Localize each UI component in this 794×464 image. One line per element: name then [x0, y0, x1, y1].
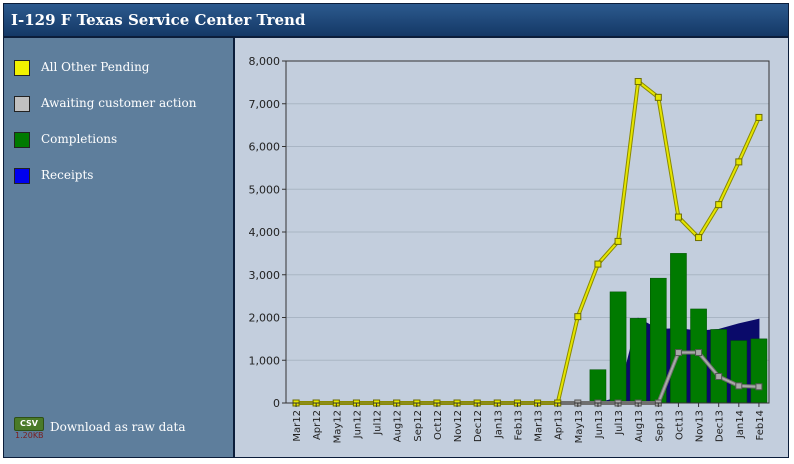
x-tick-label: Jun13 [594, 410, 605, 439]
x-tick-label: Jul12 [373, 410, 384, 436]
x-tick-label: Mar13 [534, 410, 545, 442]
all-other-pending-point [735, 158, 743, 166]
completions-bar [710, 329, 727, 404]
x-tick-label: Jul13 [614, 410, 625, 436]
completions-bar [670, 253, 687, 404]
chart-panel: I-129 F Texas Service Center Trend All O… [3, 3, 789, 458]
y-tick-label: 1,000 [249, 354, 281, 367]
awaiting-customer-action-point [735, 382, 743, 390]
y-tick-label: 2,000 [249, 312, 281, 325]
awaiting-customer-action-point [695, 349, 703, 357]
x-tick-label: Feb14 [755, 410, 766, 440]
chart-area: 0 1,000 2,000 3,000 4,000 5,000 6,000 7,000 8,00… [235, 38, 788, 457]
x-tick-label: Feb13 [513, 410, 524, 440]
csv-icon: CSV [14, 417, 44, 431]
csv-file-size: 1.20KB [15, 431, 44, 440]
legend-label-receipts: Receipts [41, 168, 94, 182]
x-tick-label: Jan13 [493, 410, 504, 439]
x-tick-label: Apr12 [312, 410, 323, 440]
x-tick-label: Dec13 [715, 410, 726, 442]
all-other-pending-point [695, 234, 703, 242]
legend-panel: All Other Pending Awaiting customer acti… [4, 38, 235, 457]
all-other-pending-point [755, 113, 763, 121]
y-tick-label: 5,000 [249, 183, 281, 196]
all-other-pending-point [674, 213, 682, 221]
legend-label-awaiting-customer-action: Awaiting customer action [41, 96, 197, 110]
page-title: I-129 F Texas Service Center Trend [11, 11, 306, 29]
y-tick-label: 8,000 [249, 55, 281, 68]
x-tick-label: May13 [574, 410, 585, 443]
x-tick-label: Aug12 [393, 410, 404, 442]
x-tick-label: May12 [332, 410, 343, 443]
legend-label-all-other-pending: All Other Pending [41, 60, 150, 74]
y-tick-label: 0 [273, 397, 280, 410]
all-other-pending-point [594, 260, 602, 268]
legend-label-completions: Completions [41, 132, 118, 146]
all-other-pending-point [614, 237, 622, 245]
y-tick-label: 7,000 [249, 98, 281, 111]
all-other-pending-point [634, 78, 642, 86]
y-tick-label: 4,000 [249, 226, 281, 239]
x-tick-label: Dec12 [473, 410, 484, 442]
completions-bar [589, 369, 607, 404]
awaiting-customer-action-point [674, 349, 682, 357]
x-tick-label: Aug13 [634, 410, 645, 442]
all-other-pending-point [574, 313, 582, 321]
x-tick-label: Nov13 [695, 410, 706, 442]
all-other-pending-point [715, 201, 723, 209]
x-tick-label: Mar12 [292, 410, 303, 442]
plot-border [285, 60, 770, 404]
x-tick-label: Sep12 [413, 410, 424, 442]
awaiting-customer-action-point [755, 383, 763, 391]
x-tick-label: Oct12 [433, 410, 444, 440]
x-tick-label: Oct13 [674, 410, 685, 440]
legend-swatch-completions [14, 132, 30, 148]
legend-swatch-awaiting-customer-action [14, 96, 30, 112]
x-tick-label: Sep13 [654, 410, 665, 442]
title-bar: I-129 F Texas Service Center Trend [4, 4, 788, 38]
completions-bar [629, 318, 647, 404]
x-tick-label: Nov12 [453, 410, 464, 442]
download-raw-data-link[interactable]: CSV 1.20KB Download as raw data [14, 417, 214, 443]
y-tick-label: 6,000 [249, 141, 281, 154]
legend-swatch-receipts [14, 168, 30, 184]
completions-bar [750, 338, 768, 404]
completions-bar [730, 340, 748, 404]
x-tick-label: Jan14 [735, 410, 746, 439]
trend-chart: 0 1,000 2,000 3,000 4,000 5,000 6,000 7,000 8,00… [249, 55, 770, 443]
all-other-pending-point [654, 93, 662, 101]
x-tick-label: Jun12 [352, 410, 363, 439]
legend-swatch-all-other-pending [14, 60, 30, 76]
y-tick-label: 3,000 [249, 269, 281, 282]
x-tick-label: Apr13 [554, 410, 565, 440]
awaiting-customer-action-point [715, 372, 723, 380]
completions-bar [609, 291, 627, 404]
download-label: Download as raw data [50, 420, 186, 434]
